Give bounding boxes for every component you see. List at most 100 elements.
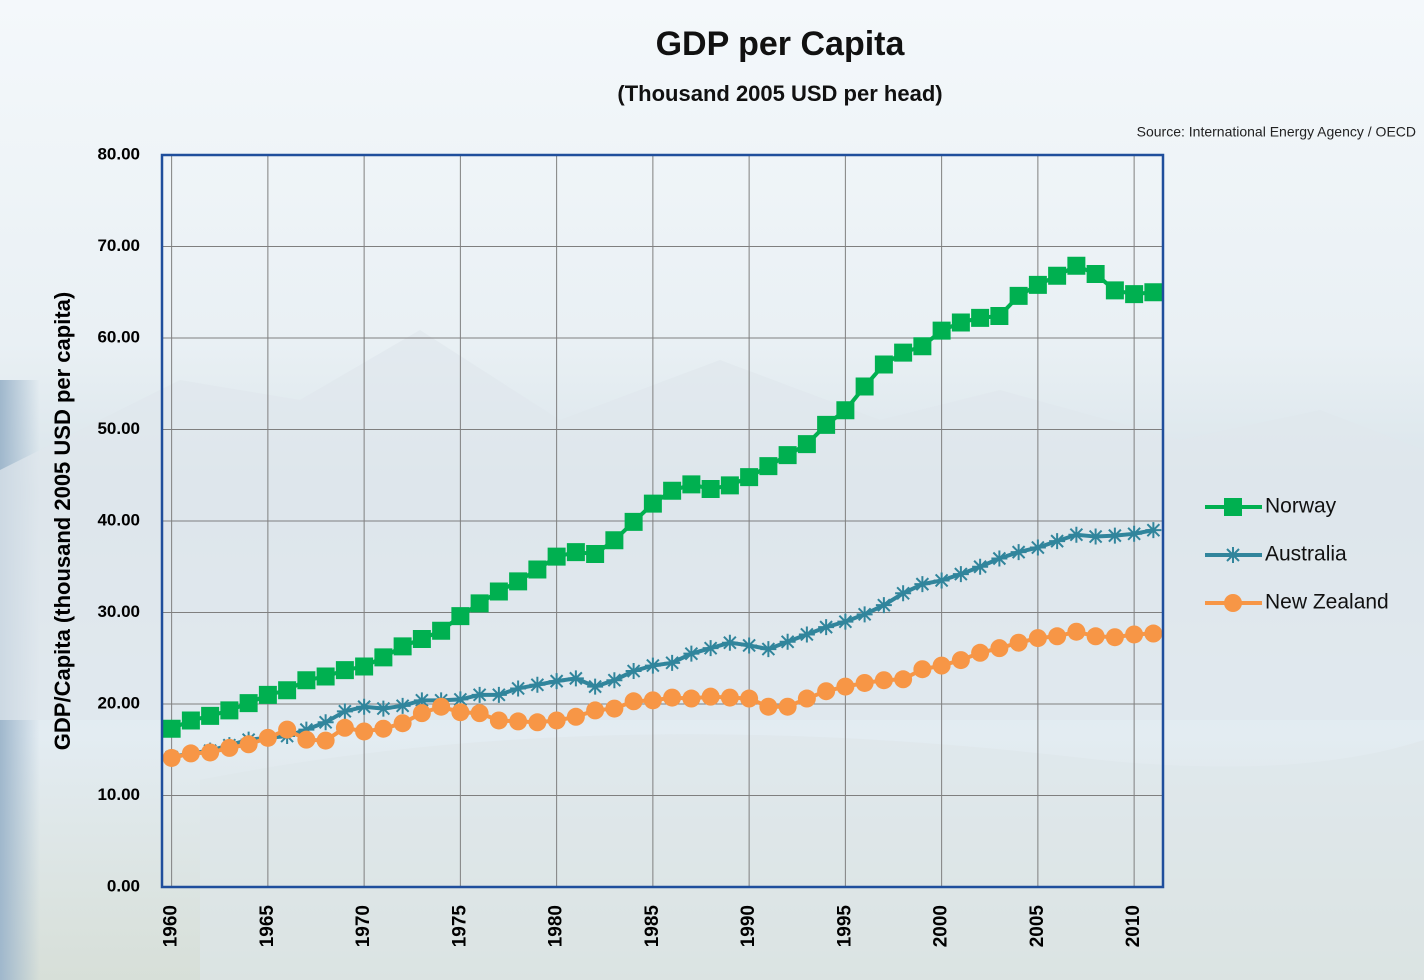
marker [1144,283,1162,301]
marker [952,313,970,331]
marker [1049,533,1065,549]
marker [779,446,797,464]
marker [644,691,662,709]
marker [1030,540,1046,556]
marker [933,657,951,675]
marker [548,711,566,729]
marker [1068,527,1084,543]
marker [201,707,219,725]
marker [336,661,354,679]
marker [1145,522,1161,538]
y-tick-label: 20.00 [97,693,140,712]
marker [626,663,642,679]
marker [548,548,566,566]
marker [759,457,777,475]
marker [413,630,431,648]
chart-subtitle: (Thousand 2005 USD per head) [617,81,942,106]
x-tick-label: 1990 [738,905,759,947]
marker [317,732,335,750]
marker [1144,625,1162,643]
marker [317,668,335,686]
marker [529,677,545,693]
marker [528,713,546,731]
marker [605,700,623,718]
y-axis-label: GDP/Capita (thousand 2005 USD per capita… [50,292,75,750]
marker [297,731,315,749]
marker [240,735,258,753]
marker [971,309,989,327]
marker [1106,628,1124,646]
marker [1106,281,1124,299]
marker [1225,547,1241,563]
marker [914,576,930,592]
marker [220,739,238,757]
marker [1224,594,1242,612]
marker [606,672,622,688]
marker [240,694,258,712]
marker [1048,627,1066,645]
marker [1067,623,1085,641]
legend-label: New Zealand [1265,591,1389,614]
marker [683,646,699,662]
marker [374,720,392,738]
marker [779,698,797,716]
marker [817,682,835,700]
y-tick-label: 10.00 [97,785,140,804]
marker [1010,634,1028,652]
marker [163,720,181,738]
marker [798,435,816,453]
marker [1087,627,1105,645]
marker [1125,625,1143,643]
x-tick-label: 1995 [834,905,855,948]
x-tick-label: 1985 [642,905,663,948]
marker [875,356,893,374]
marker [857,606,873,622]
marker [567,543,585,561]
marker [895,585,911,601]
marker [375,701,391,717]
marker [991,551,1007,567]
marker [567,708,585,726]
y-tick-label: 80.00 [97,144,140,163]
marker [1011,544,1027,560]
marker [549,673,565,689]
marker [451,607,469,625]
marker [510,680,526,696]
marker [337,703,353,719]
marker [913,660,931,678]
marker [913,337,931,355]
marker [990,307,1008,325]
marker [740,468,758,486]
marker [875,671,893,689]
marker [836,401,854,419]
marker [780,634,796,650]
marker [1125,285,1143,303]
marker [702,688,720,706]
marker [682,475,700,493]
marker [971,644,989,662]
y-tick-label: 70.00 [97,236,140,255]
marker [856,377,874,395]
marker [817,416,835,434]
marker [721,689,739,707]
marker [451,703,469,721]
marker [491,687,507,703]
marker [837,614,853,630]
marker [528,560,546,578]
marker [625,513,643,531]
marker [1088,529,1104,545]
marker [741,637,757,653]
marker [355,657,373,675]
marker [201,743,219,761]
marker [798,690,816,708]
marker [509,572,527,590]
marker [760,641,776,657]
marker [972,559,988,575]
marker [297,671,315,689]
marker [1067,257,1085,275]
legend-label: Australia [1265,543,1347,566]
marker [876,597,892,613]
marker [836,678,854,696]
y-tick-label: 30.00 [97,602,140,621]
marker [432,622,450,640]
